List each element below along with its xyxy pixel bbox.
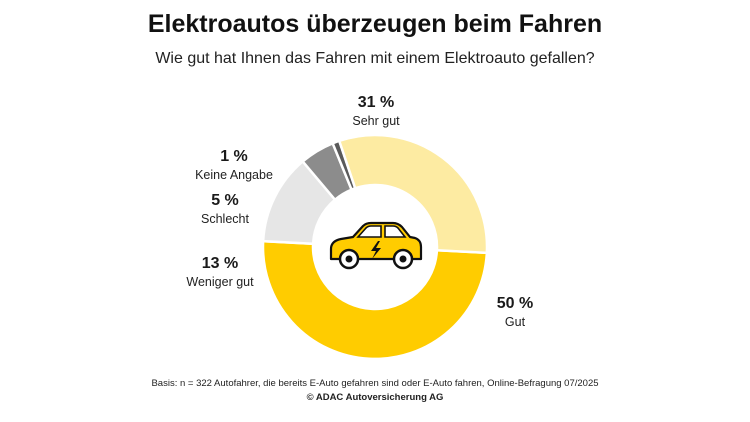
slice-category-label: Sehr gut bbox=[352, 114, 400, 128]
slice-value-label: 50 % bbox=[497, 295, 533, 312]
basis-footnote: Basis: n = 322 Autofahrer, die bereits E… bbox=[151, 378, 599, 389]
chart-subtitle: Wie gut hat Ihnen das Fahren mit einem E… bbox=[155, 50, 595, 67]
chart-title: Elektroautos überzeugen beim Fahren bbox=[147, 10, 603, 38]
electric-car-icon bbox=[329, 221, 423, 270]
copyright-note: © ADAC Autoversicherung AG bbox=[306, 392, 444, 403]
slice-labels: 50 % Gut 13 % Weniger gut 5 % Schlecht 1 % Kein… bbox=[186, 94, 533, 329]
slice-category-label: Weniger gut bbox=[186, 275, 254, 289]
slice-value-label: 1 % bbox=[220, 148, 248, 165]
donut-slice-sehr-gut bbox=[337, 133, 489, 255]
slice-category-label: Gut bbox=[505, 315, 526, 329]
slice-category-label: Keine Angabe bbox=[195, 168, 273, 182]
slice-value-label: 31 % bbox=[358, 94, 394, 111]
slice-value-label: 5 % bbox=[211, 192, 239, 209]
slice-category-label: Schlecht bbox=[201, 212, 249, 226]
donut-slices bbox=[261, 133, 489, 360]
slice-value-label: 13 % bbox=[202, 255, 238, 272]
donut-slice-gut bbox=[261, 239, 489, 360]
